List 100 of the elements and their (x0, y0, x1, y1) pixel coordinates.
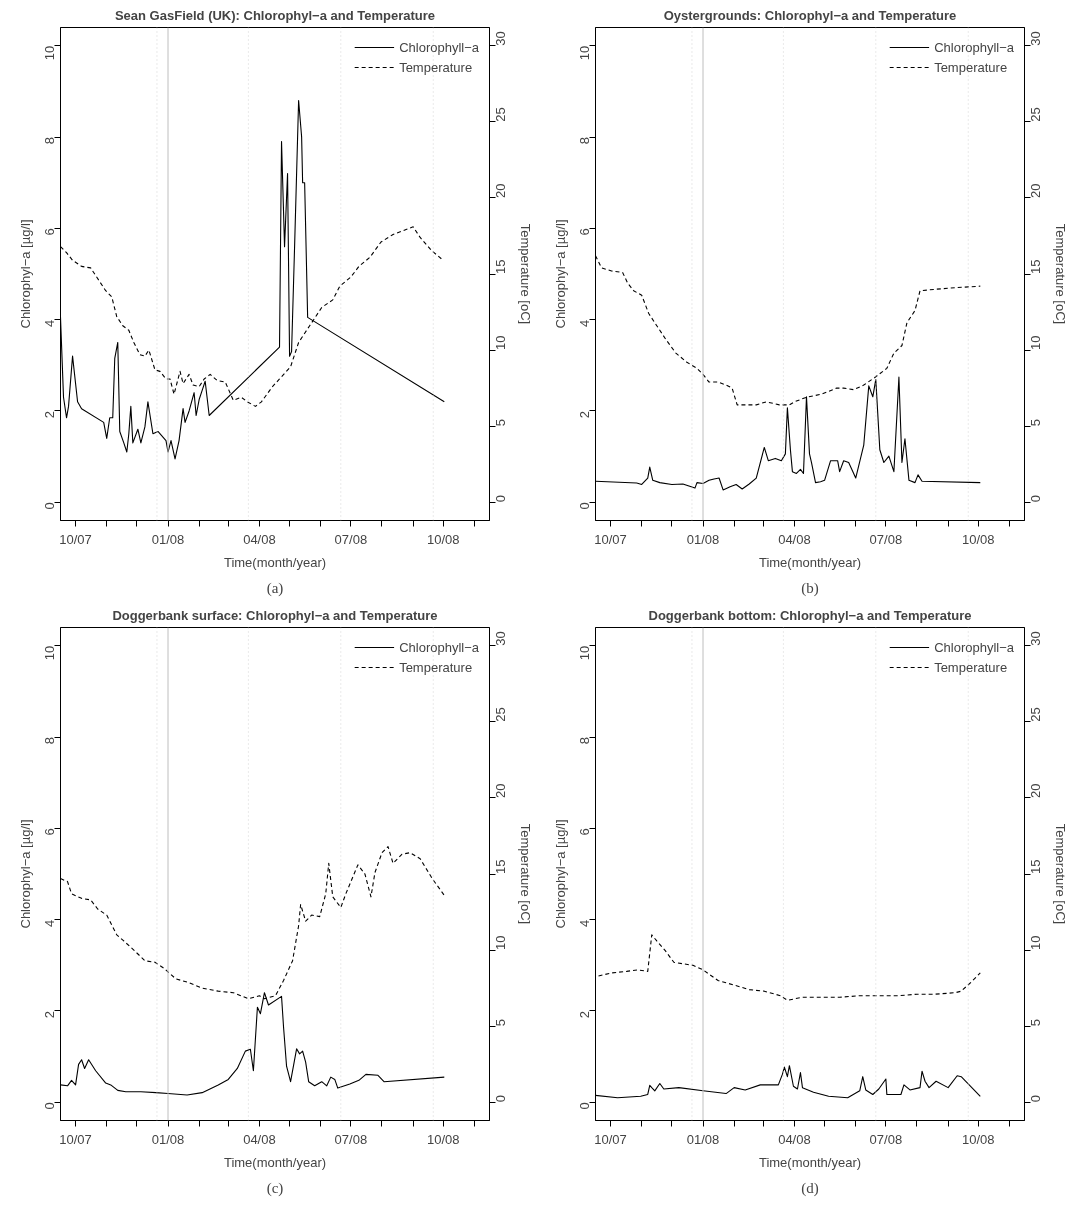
chart-title: Sean GasField (UK): Chlorophyl−a and Temperature (114, 7, 436, 23)
y2-tick-label: 10 (1028, 335, 1043, 351)
y2-tick-label: 15 (1028, 859, 1043, 874)
y2-tick-label: 20 (493, 183, 508, 198)
y-tick-label: 8 (577, 137, 592, 145)
x-tick-label: 10/08 (427, 1131, 460, 1147)
legend-label: Temperature (934, 59, 1008, 75)
y2-tick-label: 10 (493, 335, 508, 351)
y-axis-title: Chlorophyl−a [µg/l] (552, 819, 568, 929)
y2-axis-title: Temperature [oC] (517, 223, 533, 325)
x-axis-title: Time(month/year) (758, 1154, 862, 1170)
x-tick-label: 01/08 (151, 1131, 185, 1147)
y2-tick-label: 30 (1028, 31, 1043, 46)
y2-axis-title: Temperature [oC] (1052, 823, 1068, 925)
y-tick-label: 8 (42, 737, 57, 745)
y2-tick-label: 20 (1028, 183, 1043, 198)
text: (d) (801, 1179, 819, 1197)
y-tick-label: 10 (577, 645, 592, 661)
y-tick-label: 2 (577, 410, 592, 419)
y-tick-label: 6 (42, 228, 57, 236)
x-tick-label: 10/07 (59, 1131, 92, 1147)
x-tick-label: 07/08 (869, 531, 903, 547)
y2-axis-title: Temperature [oC] (517, 823, 533, 925)
y2-axis-title: Temperature [oC] (1052, 223, 1068, 325)
y-axis-title: Chlorophyl−a [µg/l] (552, 219, 568, 329)
y-tick-label: 10 (42, 45, 57, 61)
y2-tick-label: 5 (493, 1018, 508, 1027)
x-tick-label: 10/08 (962, 1131, 995, 1147)
chart-title: Doggerbank bottom: Chlorophyl−a and Temperature (648, 607, 972, 623)
x-tick-label: 01/08 (686, 531, 720, 547)
x-tick-label: 10/07 (59, 531, 92, 547)
y2-tick-label: 5 (493, 418, 508, 427)
y-tick-label: 8 (577, 737, 592, 745)
x-tick-label: 04/08 (243, 531, 276, 547)
y2-tick-label: 0 (493, 1095, 508, 1103)
y2-tick-label: 15 (493, 259, 508, 274)
legend-label: Temperature (399, 59, 473, 75)
x-tick-label: 04/08 (778, 531, 811, 547)
y-tick-label: 0 (577, 1102, 592, 1110)
y-tick-label: 4 (577, 919, 592, 927)
y2-tick-label: 25 (493, 707, 508, 722)
text: (c) (266, 1179, 284, 1197)
y2-tick-label: 0 (1028, 495, 1043, 503)
legend-label: Chlorophyll−a (399, 39, 479, 55)
x-tick-label: 01/08 (686, 1131, 720, 1147)
y-tick-label: 0 (42, 1102, 57, 1110)
y-tick-label: 6 (42, 828, 57, 836)
text: (a) (266, 579, 284, 597)
y2-tick-label: 10 (1028, 935, 1043, 951)
y2-tick-label: 15 (493, 859, 508, 874)
legend-label: Chlorophyll−a (934, 39, 1014, 55)
x-tick-label: 07/08 (334, 1131, 368, 1147)
text: (b) (801, 579, 819, 597)
x-tick-label: 04/08 (243, 1131, 276, 1147)
legend-label: Chlorophyll−a (399, 639, 479, 655)
y2-tick-label: 30 (493, 631, 508, 646)
x-tick-label: 10/08 (427, 531, 460, 547)
y2-tick-label: 25 (493, 107, 508, 122)
y2-tick-label: 20 (493, 783, 508, 798)
y2-tick-label: 25 (1028, 107, 1043, 122)
y-tick-label: 2 (42, 1010, 57, 1019)
y-tick-label: 10 (577, 45, 592, 61)
y2-tick-label: 0 (493, 495, 508, 503)
x-tick-label: 04/08 (778, 1131, 811, 1147)
y-tick-label: 2 (577, 1010, 592, 1019)
x-tick-label: 01/08 (151, 531, 185, 547)
y-tick-label: 2 (42, 410, 57, 419)
x-tick-label: 10/07 (594, 1131, 627, 1147)
y2-tick-label: 20 (1028, 783, 1043, 798)
x-tick-label: 10/08 (962, 531, 995, 547)
y-axis-title: Chlorophyl−a [µg/l] (17, 819, 33, 929)
y-tick-label: 4 (42, 319, 57, 327)
x-tick-label: 07/08 (869, 1131, 903, 1147)
y2-tick-label: 25 (1028, 707, 1043, 722)
y-tick-label: 4 (42, 919, 57, 927)
y-tick-label: 8 (42, 137, 57, 145)
chart-title: Oystergrounds: Chlorophyl−a and Temperature (663, 7, 957, 23)
x-tick-label: 07/08 (334, 531, 368, 547)
y2-tick-label: 15 (1028, 259, 1043, 274)
y-axis-title: Chlorophyl−a [µg/l] (17, 219, 33, 329)
y-tick-label: 0 (577, 502, 592, 510)
y2-tick-label: 10 (493, 935, 508, 951)
x-axis-title: Time(month/year) (223, 1154, 327, 1170)
x-axis-title: Time(month/year) (223, 554, 327, 570)
y2-tick-label: 5 (1028, 418, 1043, 427)
x-tick-label: 10/07 (594, 531, 627, 547)
y2-tick-label: 30 (1028, 631, 1043, 646)
x-axis-title: Time(month/year) (758, 554, 862, 570)
legend-label: Chlorophyll−a (934, 639, 1014, 655)
legend-label: Temperature (399, 659, 473, 675)
chart-title: Doggerbank surface: Chlorophyl−a and Temperature (112, 607, 438, 623)
y-tick-label: 10 (42, 645, 57, 661)
y-tick-label: 6 (577, 228, 592, 236)
y2-tick-label: 30 (493, 31, 508, 46)
y-tick-label: 4 (577, 319, 592, 327)
y2-tick-label: 0 (1028, 1095, 1043, 1103)
legend-label: Temperature (934, 659, 1008, 675)
y-tick-label: 0 (42, 502, 57, 510)
y2-tick-label: 5 (1028, 1018, 1043, 1027)
y-tick-label: 6 (577, 828, 592, 836)
